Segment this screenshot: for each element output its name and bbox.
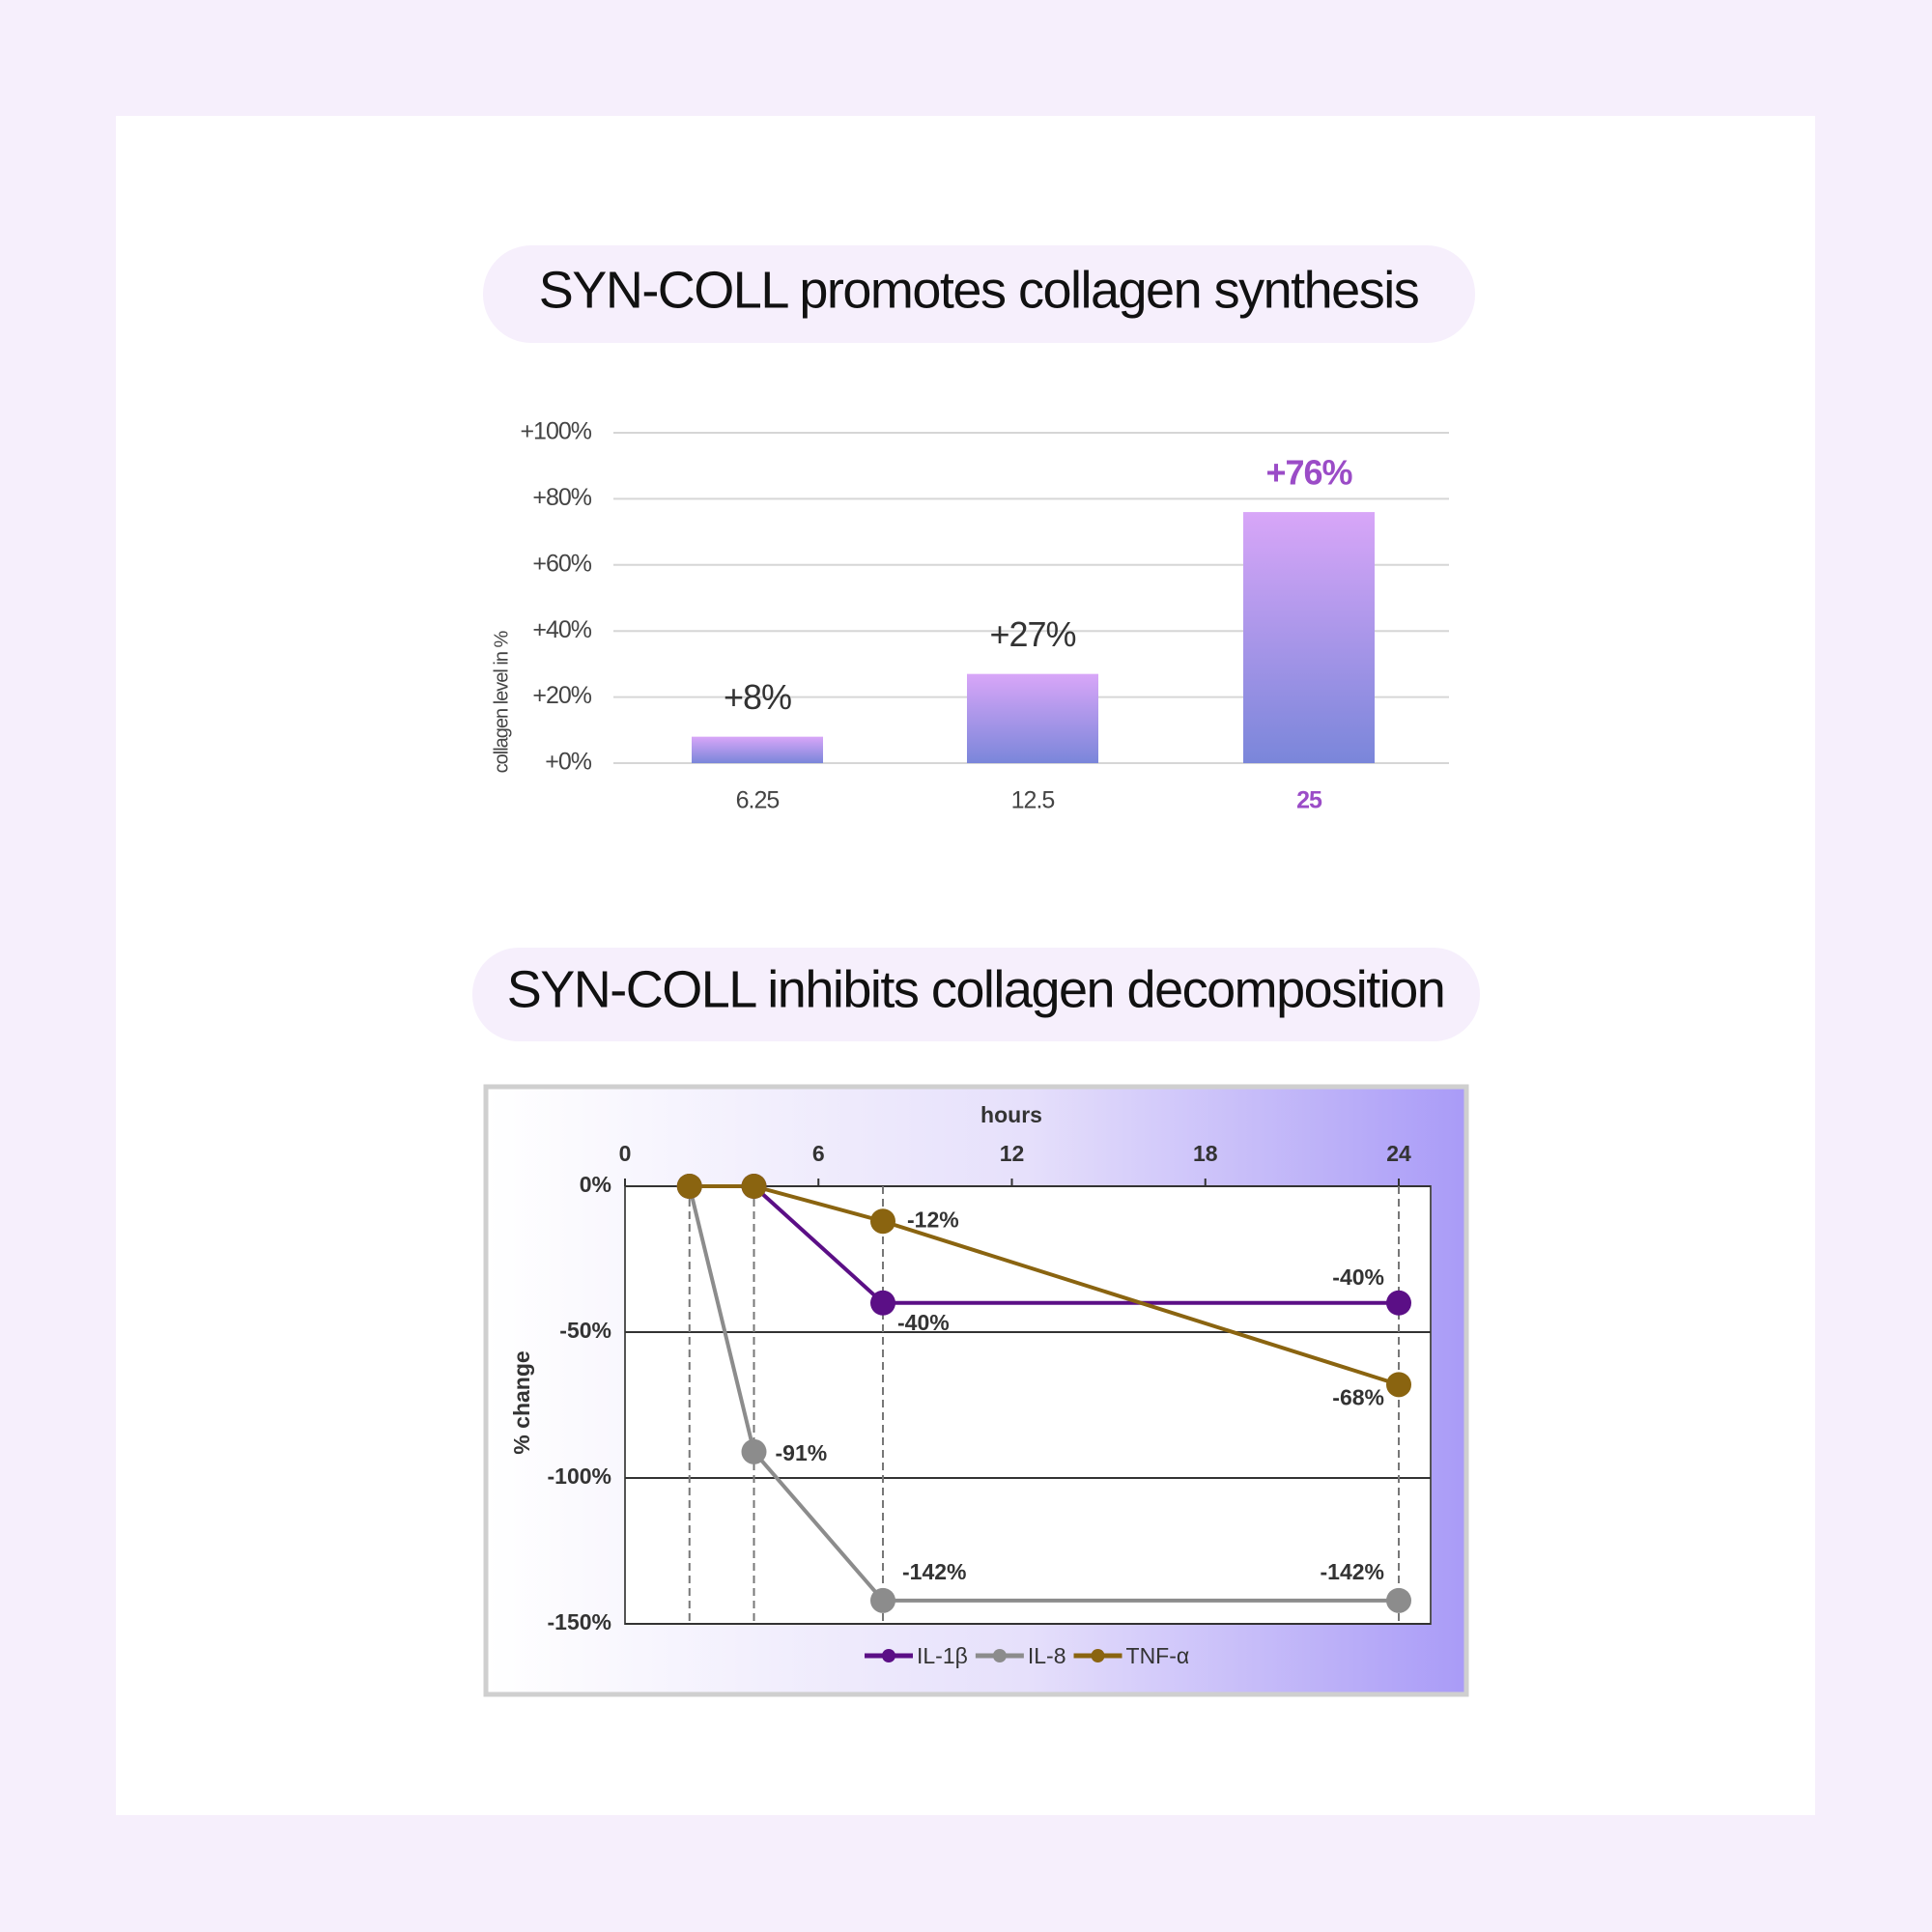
data-point	[870, 1290, 895, 1316]
y-tick-label: -150%	[548, 1609, 611, 1634]
value-label: -91%	[776, 1440, 828, 1465]
data-point	[1386, 1290, 1411, 1316]
line-chart: 0% -50% -100% -150% 0 6 12 18 24 hours % change -40…	[483, 1084, 1469, 1697]
x-tick-label: 6	[812, 1141, 825, 1166]
series-line	[689, 1184, 1400, 1387]
title-pill	[472, 948, 1480, 1041]
bar	[967, 673, 1098, 763]
x-tick-label: 18	[1193, 1141, 1218, 1166]
x-tick-label: 0	[619, 1141, 632, 1166]
y-tick-label: +40%	[532, 616, 591, 643]
y-axis-label: % change	[509, 1350, 534, 1454]
bar-chart: +0% +20% +40% +60% +80% +100% collagen level i…	[491, 418, 1449, 814]
legend-marker	[882, 1649, 895, 1662]
value-label: +76%	[1265, 453, 1352, 493]
legend-label: IL-1β	[917, 1643, 968, 1668]
bar	[1243, 512, 1375, 763]
value-label: -68%	[1332, 1384, 1384, 1409]
x-axis-label: hours	[980, 1102, 1042, 1127]
data-point	[1386, 1587, 1411, 1613]
data-point	[870, 1208, 895, 1235]
title-pill	[483, 245, 1475, 343]
legend-label: TNF-α	[1126, 1643, 1190, 1668]
data-point	[870, 1587, 895, 1613]
y-tick-label: +100%	[520, 418, 591, 445]
value-label: +27%	[989, 614, 1075, 654]
value-label: +8%	[724, 677, 791, 717]
y-tick-label: -100%	[548, 1463, 611, 1489]
legend-marker	[992, 1649, 1007, 1662]
value-label: -142%	[1321, 1559, 1384, 1584]
value-label: -142%	[902, 1559, 966, 1584]
value-label: -12%	[907, 1207, 959, 1232]
series-line	[687, 1185, 1399, 1603]
chart-title: SYN-COLL inhibits collagen decomposition	[507, 960, 1445, 1018]
x-tick-label: 6.25	[736, 787, 780, 814]
x-tick-label: 12.5	[1011, 787, 1055, 814]
y-tick-label: 0%	[580, 1172, 611, 1197]
y-tick-label: +20%	[532, 682, 591, 709]
data-point	[676, 1174, 702, 1199]
y-tick-label: +0%	[545, 749, 592, 776]
value-label: -40%	[897, 1310, 950, 1335]
bar	[692, 736, 823, 763]
value-label: -40%	[1332, 1264, 1384, 1290]
data-point	[1386, 1372, 1411, 1398]
x-tick-label: 24	[1386, 1141, 1411, 1166]
data-point	[741, 1438, 767, 1464]
y-tick-label: -50%	[559, 1318, 611, 1343]
y-axis-label: collagen level in %	[491, 630, 512, 773]
legend-label: IL-8	[1028, 1643, 1066, 1668]
y-tick-label: +60%	[532, 550, 591, 577]
data-point	[741, 1174, 767, 1199]
x-tick-label: 12	[1000, 1141, 1025, 1166]
plot-area	[624, 1185, 1432, 1625]
legend-marker	[1091, 1649, 1105, 1662]
y-tick-label: +80%	[532, 484, 591, 511]
x-tick-label: 25	[1296, 787, 1322, 814]
chart-title: SYN-COLL promotes collagen synthesis	[539, 261, 1419, 319]
